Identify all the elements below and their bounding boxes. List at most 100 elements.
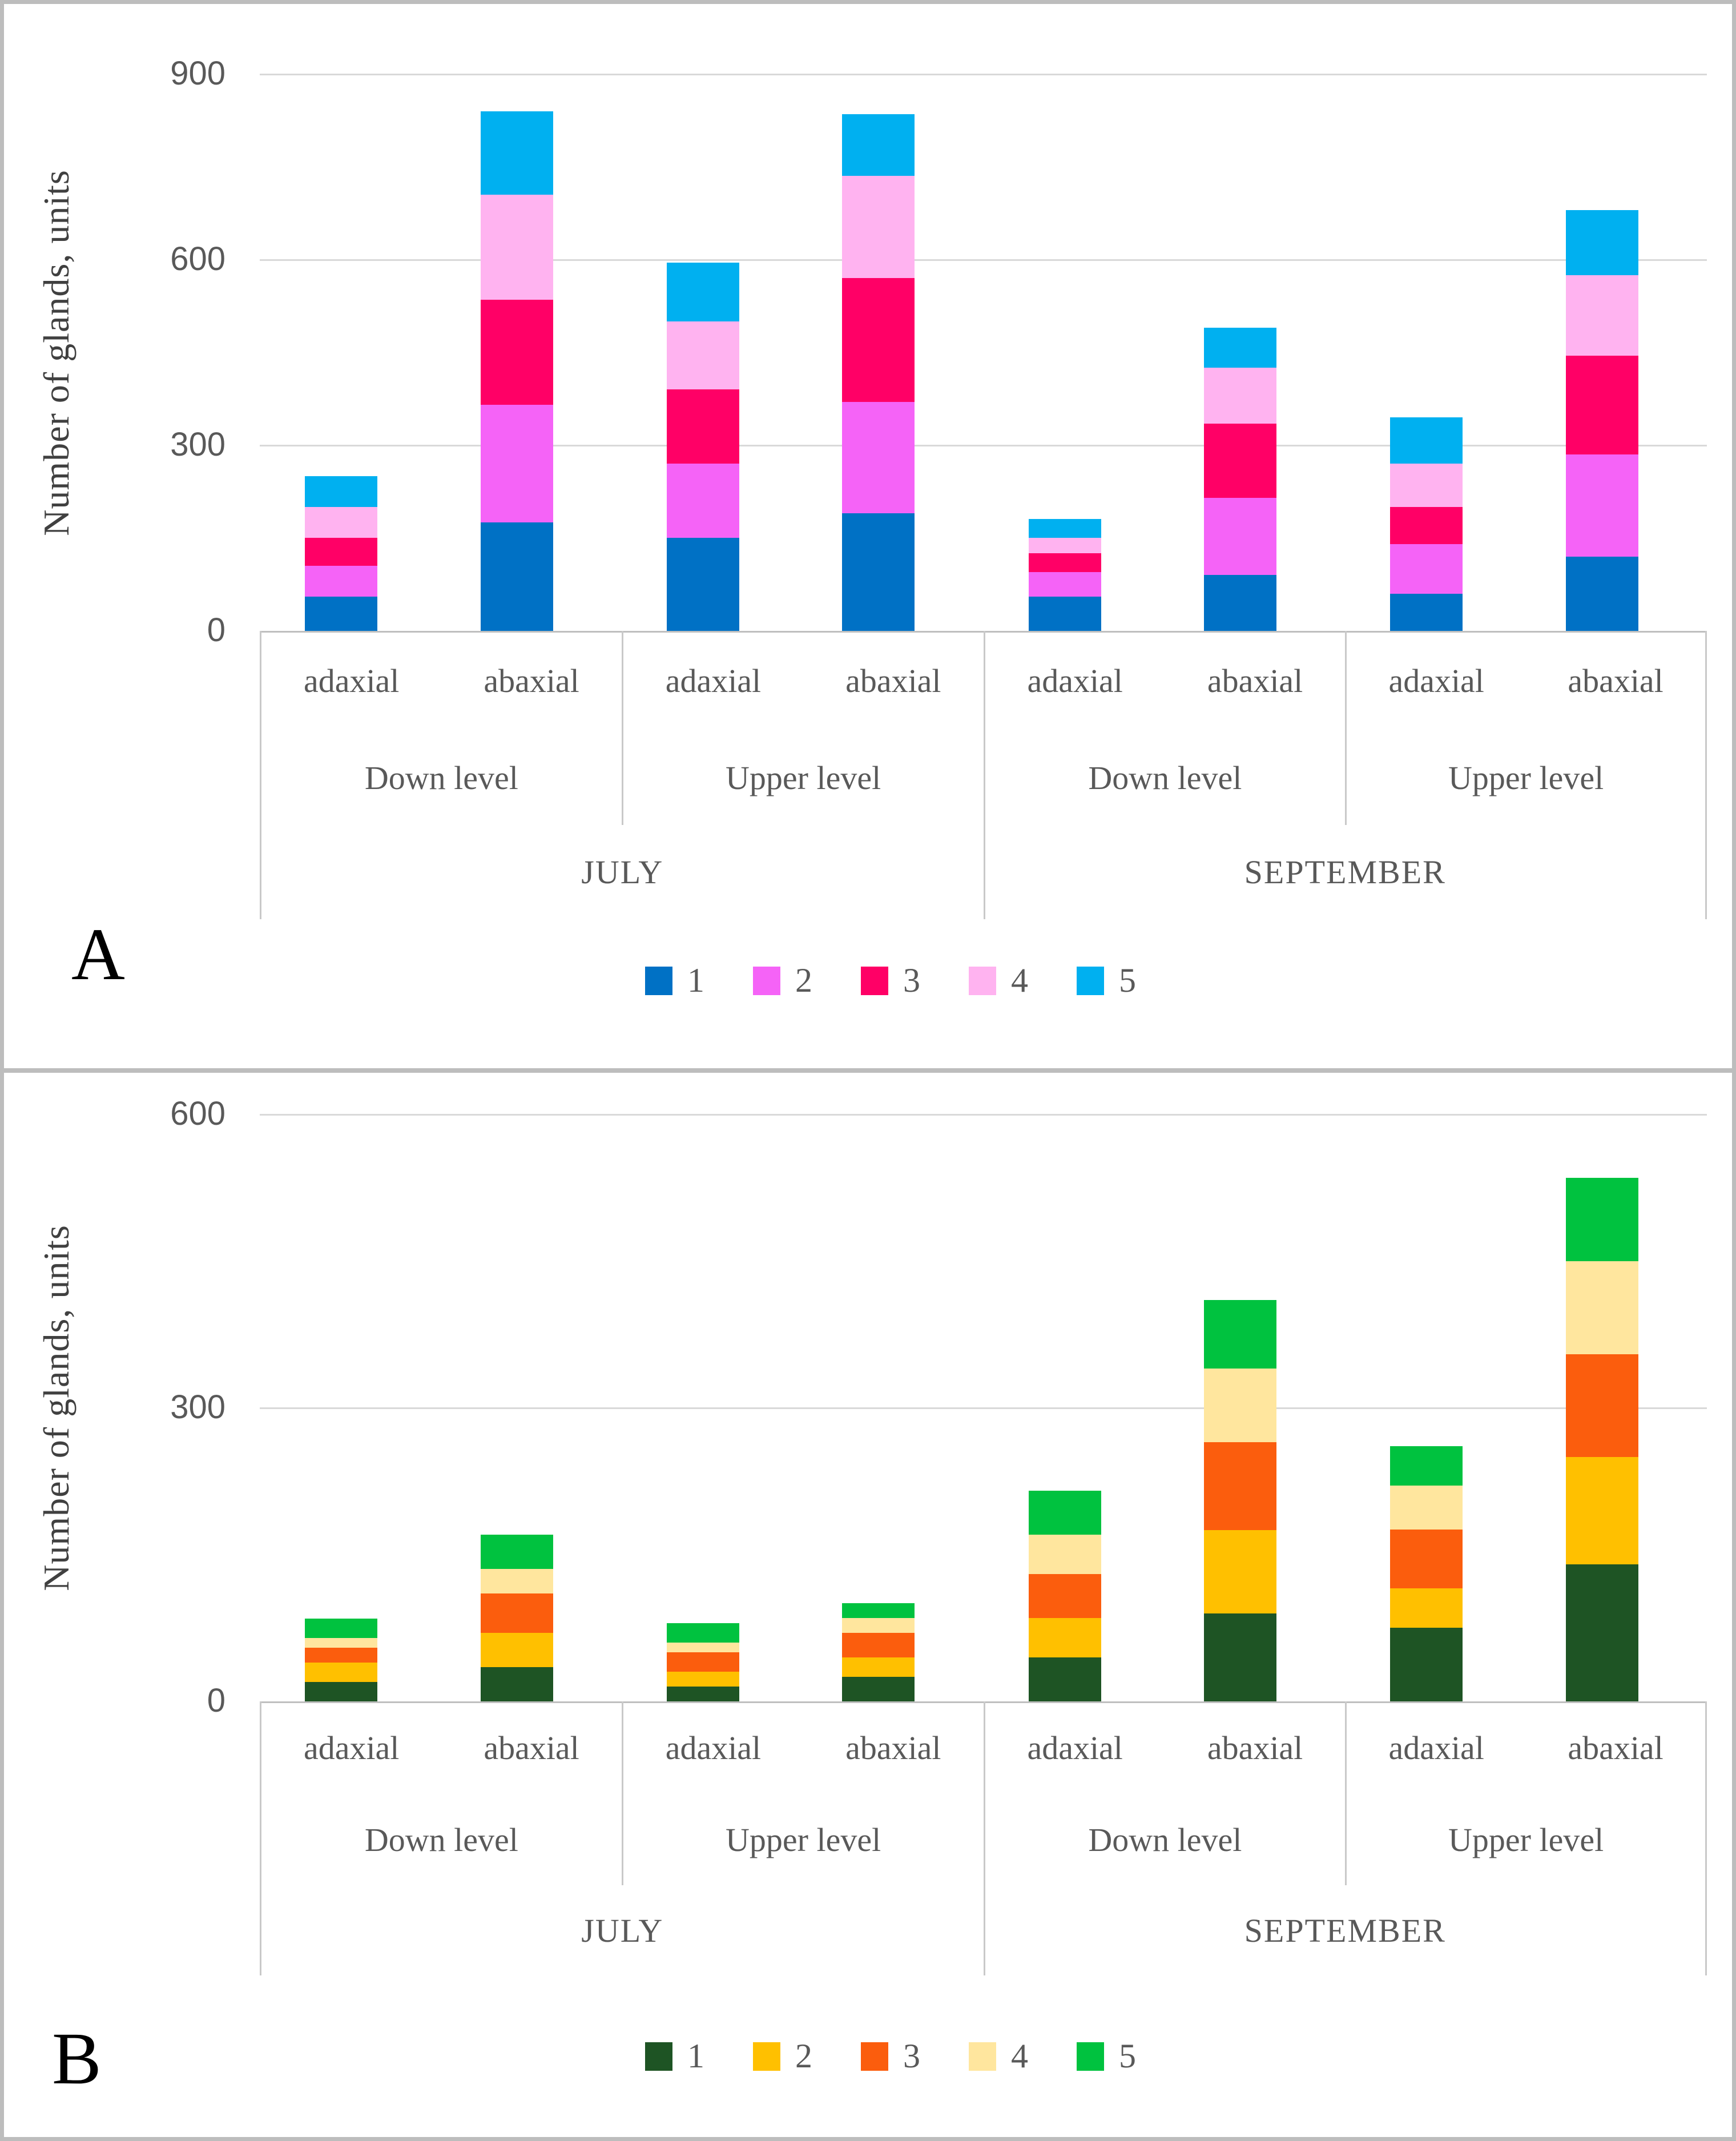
side-group-cell: adaxial abaxial [260, 631, 622, 731]
month-label: SEPTEMBER [983, 1885, 1707, 1975]
bar-segment-2 [666, 1672, 739, 1687]
bar-segment-1 [305, 1682, 378, 1701]
side-label: adaxial [303, 662, 400, 699]
side-label: abaxial [1568, 1729, 1664, 1766]
bar-segment-4 [1390, 1486, 1463, 1530]
side-group-cell: adaxial abaxial [1345, 631, 1707, 731]
bar-segment-1 [1028, 1657, 1101, 1701]
legend-label: 4 [1011, 2037, 1028, 2075]
level-label: Down level [983, 1794, 1346, 1885]
y-tick-label: 600 [170, 1095, 225, 1133]
side-label: abaxial [484, 662, 579, 699]
level-label: Down level [260, 731, 622, 825]
level-label: Upper level [621, 1794, 984, 1885]
bar-segment-2 [480, 1633, 553, 1667]
legend-item: 2 [753, 2037, 812, 2076]
stacked-bar [480, 111, 553, 631]
stacked-bar [305, 476, 378, 631]
bar-segment-3 [1204, 424, 1277, 498]
gridline [260, 259, 1707, 261]
bar-segment-2 [1204, 1530, 1277, 1613]
bar-segment-3 [1028, 553, 1101, 572]
bar-segment-5 [480, 1535, 553, 1569]
bar-segment-4 [480, 195, 553, 300]
bar-segment-5 [1028, 519, 1101, 538]
plot-area-b [260, 1114, 1707, 1703]
bar-group [622, 1114, 984, 1701]
legend-label: 5 [1119, 2037, 1136, 2075]
side-label: abaxial [484, 1729, 579, 1766]
stacked-bar [480, 1535, 553, 1701]
legend-label: 5 [1119, 961, 1136, 999]
side-label: adaxial [1388, 1729, 1484, 1766]
axis-band-row: adaxial abaxial adaxial abaxial adaxial abaxi… [260, 631, 1707, 731]
bar-segment-5 [1028, 1491, 1101, 1535]
legend-a: 1 2 3 4 5 [74, 961, 1707, 1000]
legend-item: 2 [753, 961, 812, 1000]
legend-label: 1 [687, 2037, 704, 2075]
bar-segment-3 [1390, 1530, 1463, 1588]
bar-segment-5 [1204, 1300, 1277, 1369]
stacked-bar [1204, 328, 1277, 631]
x-axis-band-a: adaxial abaxial adaxial abaxial adaxial abaxi… [260, 631, 1707, 919]
panel-letter-a: A [71, 913, 125, 996]
bar-segment-4 [305, 1638, 378, 1648]
bar-segment-2 [1390, 544, 1463, 594]
legend-item: 1 [645, 2037, 704, 2076]
bar-segment-2 [1028, 1618, 1101, 1657]
bar-segment-3 [1565, 356, 1638, 454]
bar-segment-4 [1565, 1261, 1638, 1354]
bar-segment-4 [666, 321, 739, 389]
bar-segment-2 [305, 566, 378, 597]
legend-label: 3 [903, 2037, 920, 2075]
bar-segment-4 [1204, 368, 1277, 424]
bar-segment-4 [842, 1618, 915, 1633]
bar-group [984, 1114, 1346, 1701]
legend-item: 1 [645, 961, 704, 1000]
bar-segment-1 [1028, 597, 1101, 631]
bar-segment-1 [305, 597, 378, 631]
bar-segment-1 [1565, 557, 1638, 631]
legend-swatch-5 [1077, 966, 1104, 995]
panel-a: Number of glands, units adaxial abaxial ad… [4, 4, 1732, 1068]
legend-label: 1 [687, 961, 704, 999]
bar-segment-5 [1565, 210, 1638, 275]
legend-b: 1 2 3 4 5 [74, 2037, 1707, 2076]
month-label: JULY [260, 1885, 984, 1975]
stacked-bar [1390, 1446, 1463, 1701]
bar-segment-1 [666, 538, 739, 631]
stacked-bar [305, 1619, 378, 1701]
y-tick-label: 600 [170, 240, 225, 278]
bar-segment-3 [1390, 507, 1463, 544]
level-label: Upper level [1345, 1794, 1707, 1885]
side-pair: adaxial abaxial [261, 631, 622, 731]
gridline [260, 1114, 1707, 1116]
bar-segment-2 [842, 1657, 915, 1677]
bar-segment-3 [1565, 1354, 1638, 1457]
bar-segment-1 [1390, 594, 1463, 631]
side-label: abaxial [1207, 662, 1303, 699]
bar-segment-5 [1204, 328, 1277, 368]
bar-segment-4 [305, 507, 378, 538]
legend-item: 3 [861, 961, 920, 1000]
legend-swatch-4 [969, 2042, 996, 2071]
bar-segment-1 [1204, 1613, 1277, 1701]
plot-area-a [260, 74, 1707, 633]
bar-group [984, 74, 1346, 631]
side-group-cell: adaxial abaxial [983, 631, 1346, 731]
bar-segment-3 [1204, 1442, 1277, 1530]
stacked-bar [666, 1623, 739, 1701]
legend-item: 4 [969, 2037, 1028, 2076]
bar-segment-4 [480, 1569, 553, 1593]
y-tick-label: 300 [170, 426, 225, 464]
bar-segment-1 [480, 1667, 553, 1701]
stacked-bar [1028, 1491, 1101, 1701]
side-label: adaxial [665, 1729, 762, 1766]
bar-segment-1 [1390, 1628, 1463, 1701]
level-label: Upper level [621, 731, 984, 825]
side-label: abaxial [845, 662, 941, 699]
y-axis-title: Number of glands, units [36, 169, 76, 536]
bar-segment-1 [842, 1677, 915, 1701]
side-pair: adaxial abaxial [623, 1701, 984, 1794]
